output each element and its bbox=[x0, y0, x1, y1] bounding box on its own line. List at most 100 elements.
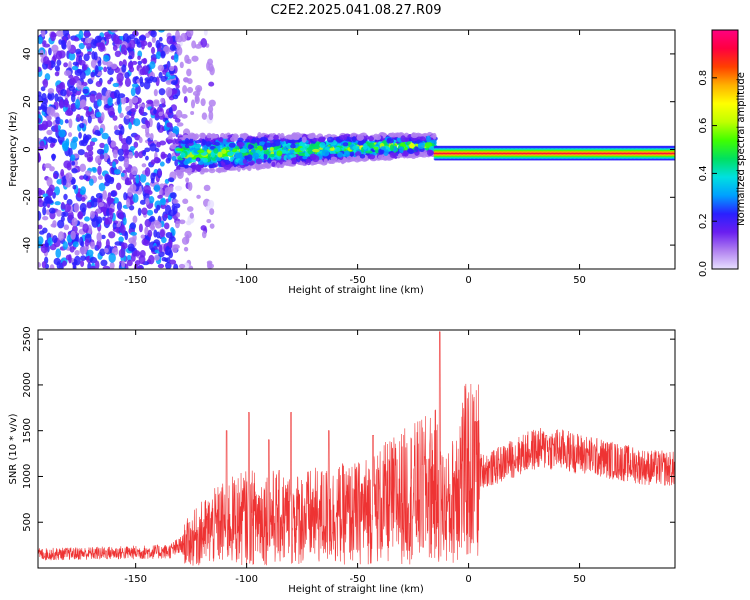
spectrogram-cell bbox=[116, 182, 122, 191]
spectrogram-cell bbox=[289, 154, 297, 158]
spectrogram-cell bbox=[38, 36, 43, 45]
spectrogram-cell bbox=[49, 142, 55, 148]
spectrogram-cell bbox=[97, 175, 103, 180]
spectrogram-cell bbox=[180, 32, 188, 43]
spectrogram-cell bbox=[184, 164, 189, 169]
spectrogram-cell bbox=[97, 165, 102, 176]
spectrogram-cell bbox=[179, 61, 184, 69]
spectrogram-cell bbox=[182, 198, 189, 205]
spectrogram-cell bbox=[128, 33, 136, 40]
spectrogram-cell bbox=[123, 217, 127, 226]
snr-y-tick-label: 1500 bbox=[22, 418, 33, 443]
spectrogram-cell bbox=[62, 30, 70, 37]
spectrogram-cell bbox=[190, 158, 197, 163]
spectrogram-cell bbox=[141, 66, 146, 76]
spectrogram-cell bbox=[270, 153, 275, 158]
spectrogram-cell bbox=[82, 64, 88, 71]
spectrogram-cell bbox=[321, 149, 330, 157]
spectrogram-cell bbox=[263, 137, 269, 142]
spectrogram-cell bbox=[86, 154, 94, 163]
spectrogram-cell bbox=[245, 139, 250, 143]
spectrogram-cell bbox=[165, 71, 171, 78]
spectrogram-cell bbox=[135, 174, 140, 184]
spectrogram-cell bbox=[103, 66, 108, 73]
spectrogram-cell bbox=[89, 93, 96, 103]
spectrogram-cell bbox=[189, 212, 194, 219]
spectrogram-cell bbox=[158, 88, 166, 96]
spectrogram-cell bbox=[201, 230, 207, 239]
spectrogram-cell bbox=[263, 153, 268, 160]
spectrogram-cell bbox=[138, 136, 143, 144]
spectrogram-cell bbox=[195, 165, 202, 172]
spectrogram-cell bbox=[417, 142, 425, 150]
spectrogram-cell bbox=[346, 155, 352, 162]
snr-x-tick-label: 0 bbox=[465, 574, 471, 585]
spectrogram-cell bbox=[40, 102, 48, 110]
spectrogram-cell bbox=[228, 142, 236, 148]
spectrogram-cell bbox=[48, 47, 52, 56]
spectrogram-cell bbox=[112, 82, 120, 88]
spectrogram-cell bbox=[116, 201, 123, 211]
spectrogram-cell bbox=[134, 104, 139, 110]
spectrogram-cell bbox=[350, 156, 355, 162]
spectrogram-cell bbox=[98, 182, 106, 192]
spectrogram-cell bbox=[150, 46, 156, 55]
spectrogram-cell bbox=[165, 157, 171, 164]
spectrogram-cell bbox=[61, 140, 69, 150]
spectrogram-cell bbox=[399, 146, 404, 153]
spectrogram-cell bbox=[130, 112, 135, 119]
spectrogram-cell bbox=[134, 150, 139, 159]
spectrogram-cell bbox=[138, 151, 144, 159]
spectrogram-cell bbox=[348, 151, 355, 157]
spectrogram-cell bbox=[76, 80, 82, 90]
spectrogram-cell bbox=[208, 81, 215, 87]
spectrogram-cell bbox=[390, 152, 398, 156]
spectrogram-cell bbox=[214, 141, 220, 146]
spectrogram-x-tick-label: -100 bbox=[235, 275, 258, 286]
spectrogram-cell bbox=[46, 115, 52, 121]
snr-x-tick-label: -50 bbox=[349, 574, 365, 585]
spectrogram-cell bbox=[172, 199, 179, 204]
spectrogram-cell bbox=[175, 109, 183, 119]
spectrogram-cell bbox=[109, 77, 114, 82]
spectrogram-cell bbox=[206, 61, 211, 71]
spectrogram-cell bbox=[38, 66, 42, 73]
spectrogram-cell bbox=[419, 136, 426, 141]
spectrogram-cell bbox=[62, 241, 68, 250]
spectrogram-cell bbox=[318, 136, 326, 142]
spectrogram-cell bbox=[234, 146, 240, 150]
spectrogram-cell bbox=[125, 135, 133, 145]
spectrogram-cell bbox=[159, 140, 167, 146]
spectrogram-cell bbox=[79, 175, 85, 180]
spectrogram-cell bbox=[38, 224, 43, 230]
spectrogram-cell bbox=[352, 145, 360, 151]
spectrogram-cell bbox=[397, 153, 403, 158]
spectrogram-cell bbox=[75, 48, 82, 55]
spectrogram-cell bbox=[153, 184, 161, 192]
spectrogram-cell bbox=[365, 150, 373, 154]
spectrogram-cell bbox=[64, 119, 69, 124]
spectrogram-cell bbox=[124, 77, 131, 88]
spectrogram-cell bbox=[169, 259, 177, 265]
spectrogram-cell bbox=[138, 255, 146, 265]
spectrogram-cell bbox=[205, 205, 211, 211]
spectrogram-cell bbox=[206, 134, 213, 139]
spectrogram-cell bbox=[145, 155, 149, 161]
spectrogram-cell bbox=[273, 134, 279, 141]
spectrogram-cell bbox=[38, 236, 44, 245]
snr-y-tick-label: 2000 bbox=[22, 372, 33, 397]
spectrogram-cell bbox=[203, 30, 208, 36]
spectrogram-cell bbox=[60, 88, 67, 97]
spectrogram-cell bbox=[89, 210, 95, 219]
spectrogram-cell bbox=[168, 106, 173, 114]
spectrogram-cell bbox=[142, 57, 148, 65]
spectrogram-cell bbox=[242, 158, 247, 165]
spectrogram-cell bbox=[63, 70, 72, 77]
spectrogram-cell bbox=[194, 93, 199, 102]
spectrogram-cell bbox=[256, 137, 263, 142]
spectrogram-cell bbox=[120, 44, 127, 55]
spectrogram-cell bbox=[127, 151, 134, 159]
spectrogram-cell bbox=[42, 201, 48, 208]
